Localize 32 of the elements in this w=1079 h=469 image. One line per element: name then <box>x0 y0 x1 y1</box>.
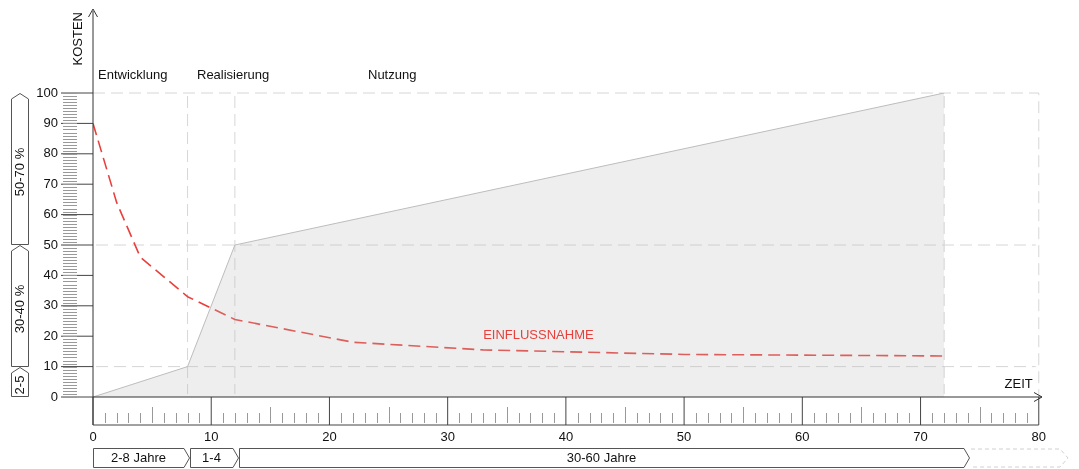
x-axis-title: ZEIT <box>1004 376 1033 392</box>
y-axis-title: KOSTEN <box>70 12 86 66</box>
x-tick-label: 40 <box>558 429 574 445</box>
text: 1-4 <box>202 449 221 465</box>
y-tick-label: 90 <box>43 114 58 130</box>
y-tick-label: 60 <box>43 206 58 222</box>
x-tick-label: 30 <box>440 429 455 445</box>
text: 2-8 Jahre <box>111 449 166 465</box>
y-tick-label: 20 <box>43 327 58 343</box>
x-tick-label: 60 <box>795 429 810 445</box>
y-tick-label: 40 <box>43 266 58 282</box>
x-tick-label: 20 <box>322 429 337 445</box>
x-tick-label: 0 <box>89 429 97 445</box>
x-tick-label: 50 <box>676 429 692 445</box>
y-tick-label: 100 <box>36 84 58 100</box>
y-tick-label: 0 <box>50 388 58 404</box>
text: 30-40 % <box>11 284 27 334</box>
text: Entwicklung <box>98 66 168 82</box>
y-tick-label: 10 <box>43 358 58 374</box>
text: Nutzung <box>368 66 417 82</box>
text: 2-5 <box>11 375 27 395</box>
y-tick-label: 80 <box>43 145 58 161</box>
x-tick-label: 10 <box>203 429 219 445</box>
text: 50-70 % <box>11 147 27 197</box>
series-label: EINFLUSSNAHME <box>483 326 594 342</box>
x-tick-label: 80 <box>1031 429 1046 445</box>
y-tick-label: 50 <box>43 236 58 252</box>
text: 30-60 Jahre <box>566 449 637 465</box>
text: Realisierung <box>197 66 270 82</box>
y-tick-label: 30 <box>43 297 58 313</box>
y-tick-label: 70 <box>43 175 58 191</box>
x-tick-label: 70 <box>913 429 928 445</box>
